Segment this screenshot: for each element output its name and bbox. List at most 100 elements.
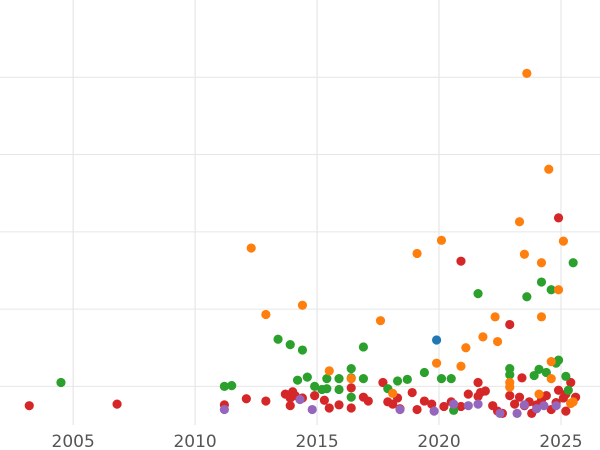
data-point-red bbox=[558, 393, 569, 403]
data-point-green bbox=[392, 376, 403, 386]
data-point-red bbox=[463, 389, 473, 399]
data-point-orange bbox=[375, 316, 386, 326]
data-point-orange bbox=[346, 374, 356, 384]
data-point-red bbox=[517, 373, 527, 383]
data-point-purple bbox=[449, 399, 459, 409]
data-point-orange bbox=[536, 258, 547, 268]
data-point-red bbox=[112, 399, 122, 409]
data-point-green bbox=[436, 374, 447, 384]
data-point-orange bbox=[436, 235, 447, 245]
data-point-green bbox=[505, 363, 515, 374]
data-point-green bbox=[285, 340, 295, 350]
data-point-purple bbox=[295, 394, 305, 405]
data-point-red bbox=[319, 395, 329, 405]
data-point-orange bbox=[324, 366, 334, 376]
data-point-red bbox=[412, 404, 422, 415]
data-point-green bbox=[302, 372, 312, 382]
data-point-red bbox=[427, 399, 437, 409]
data-point-red bbox=[505, 319, 515, 330]
data-point-orange bbox=[261, 309, 271, 320]
data-point-green bbox=[446, 374, 456, 384]
data-point-green bbox=[563, 385, 573, 395]
data-point-purple bbox=[512, 408, 522, 419]
data-point-green bbox=[402, 374, 412, 385]
data-point-red bbox=[505, 391, 515, 401]
data-point-green bbox=[346, 363, 356, 374]
data-point-red bbox=[456, 401, 466, 412]
data-point-green bbox=[322, 374, 332, 384]
data-point-green bbox=[568, 258, 578, 268]
data-point-purple bbox=[551, 401, 561, 411]
data-point-green bbox=[561, 371, 571, 381]
data-point-orange bbox=[431, 358, 442, 368]
data-point-orange bbox=[412, 248, 422, 259]
data-point-red bbox=[514, 392, 525, 402]
data-point-red bbox=[285, 401, 295, 411]
data-points bbox=[24, 68, 581, 419]
x-axis-tick-labels: 2005 2010 2015 2020 2025 bbox=[52, 432, 583, 450]
data-point-red bbox=[334, 400, 344, 410]
data-point-green bbox=[322, 384, 332, 394]
data-point-green bbox=[473, 289, 483, 299]
data-point-orange bbox=[246, 243, 256, 253]
data-point-green bbox=[534, 364, 544, 374]
data-point-green bbox=[358, 374, 369, 384]
data-point-orange bbox=[492, 336, 503, 347]
data-point-orange bbox=[461, 343, 471, 353]
data-point-red bbox=[541, 391, 551, 401]
data-point-green bbox=[541, 367, 551, 378]
data-point-green bbox=[273, 334, 283, 344]
data-point-green bbox=[56, 377, 66, 388]
x-tick-label: 2005 bbox=[52, 432, 95, 450]
data-point-orange bbox=[522, 68, 532, 79]
data-point-green bbox=[522, 292, 532, 302]
data-point-orange bbox=[553, 285, 564, 295]
data-point-orange bbox=[478, 332, 488, 342]
data-point-green bbox=[553, 355, 564, 365]
data-point-orange bbox=[536, 312, 547, 322]
data-point-red bbox=[566, 377, 576, 388]
data-point-orange bbox=[519, 249, 529, 259]
x-tick-label: 2015 bbox=[295, 432, 338, 450]
data-point-green bbox=[297, 345, 308, 355]
data-point-green bbox=[310, 381, 320, 391]
data-point-orange bbox=[558, 236, 569, 246]
data-point-green bbox=[358, 342, 369, 352]
data-point-red bbox=[407, 387, 417, 398]
data-point-orange bbox=[514, 217, 525, 227]
data-point-red bbox=[346, 383, 356, 393]
data-point-red bbox=[456, 256, 466, 266]
data-point-purple bbox=[495, 408, 505, 419]
data-point-orange bbox=[534, 389, 544, 399]
data-point-red bbox=[24, 401, 34, 411]
data-point-orange bbox=[546, 357, 556, 367]
data-point-red bbox=[346, 403, 356, 413]
data-point-green bbox=[292, 375, 303, 385]
data-point-orange bbox=[546, 374, 556, 384]
data-point-red bbox=[363, 396, 373, 406]
data-point-purple bbox=[519, 400, 529, 410]
data-point-red bbox=[378, 377, 388, 388]
data-point-orange bbox=[456, 361, 466, 371]
data-point-purple bbox=[463, 401, 473, 411]
data-point-green bbox=[536, 277, 547, 287]
data-point-orange bbox=[297, 300, 308, 310]
data-point-red bbox=[510, 399, 520, 409]
grid-lines bbox=[0, 0, 600, 425]
data-point-orange bbox=[568, 397, 578, 407]
data-point-red bbox=[480, 386, 490, 396]
data-point-purple bbox=[429, 406, 439, 416]
data-point-purple bbox=[473, 399, 483, 409]
data-point-red bbox=[561, 406, 571, 416]
data-point-red bbox=[439, 401, 449, 412]
data-point-red bbox=[324, 403, 334, 413]
data-point-red bbox=[553, 385, 564, 395]
data-point-orange bbox=[490, 312, 500, 322]
data-point-orange bbox=[505, 377, 515, 388]
data-point-green bbox=[227, 380, 237, 391]
data-point-purple bbox=[395, 404, 405, 415]
data-point-green bbox=[219, 381, 229, 391]
data-point-purple bbox=[539, 401, 549, 411]
data-point-red bbox=[241, 394, 251, 404]
x-tick-label: 2020 bbox=[417, 432, 460, 450]
